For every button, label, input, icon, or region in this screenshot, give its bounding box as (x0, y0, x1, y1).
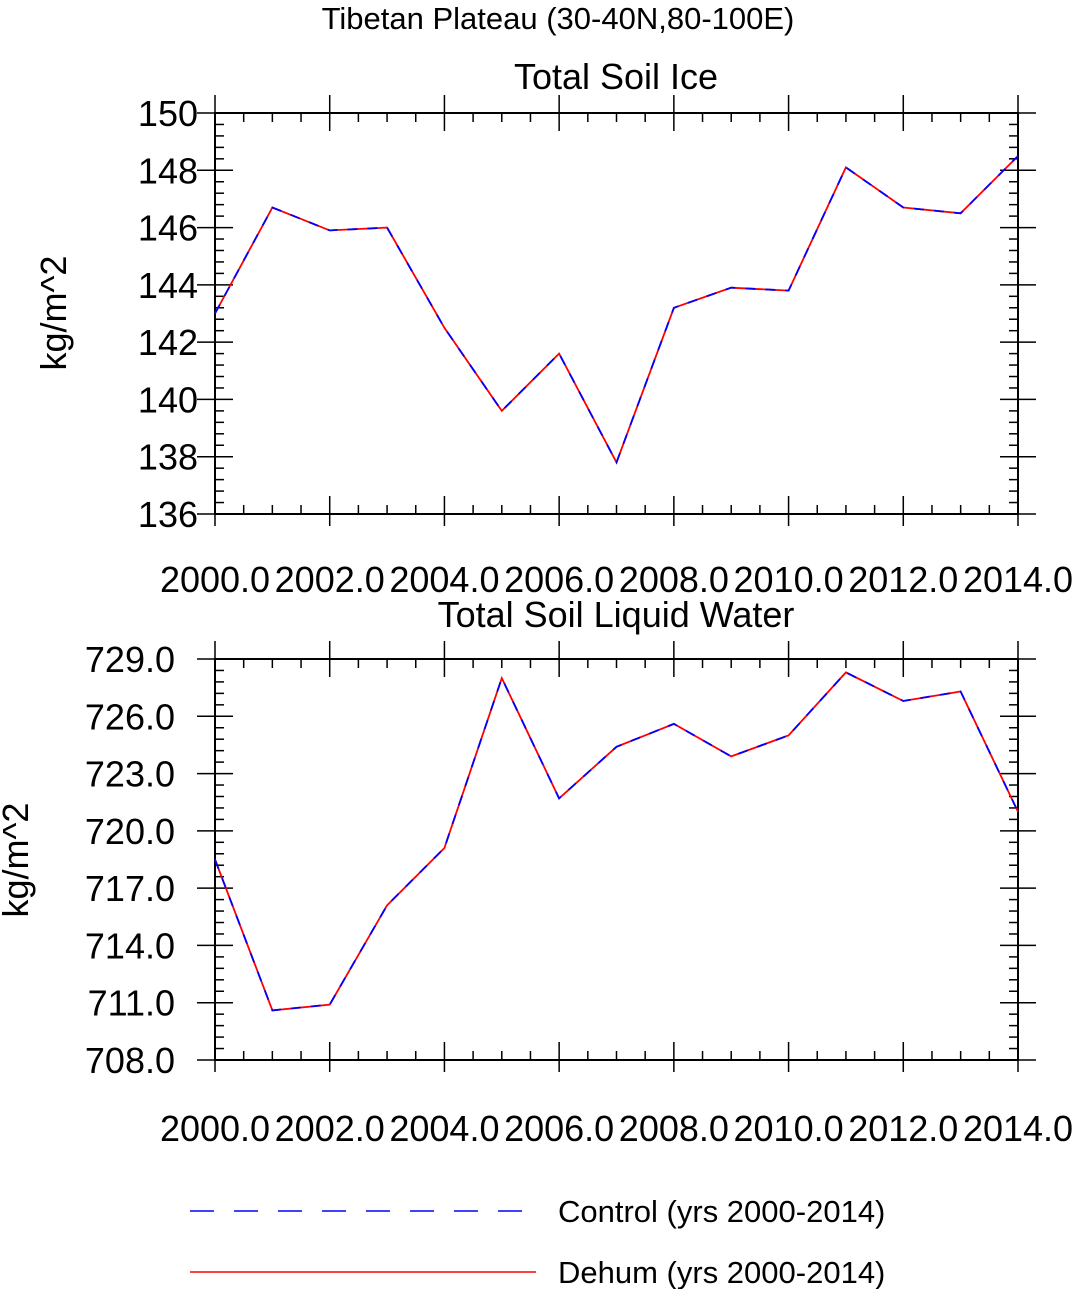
panel-title: Total Soil Ice (514, 56, 718, 97)
x-tick-label: 2006.0 (504, 559, 614, 600)
legend-label-dehum: Dehum (yrs 2000-2014) (558, 1255, 885, 1289)
series-line-dehum (214, 671, 1019, 1012)
y-tick-label: 729.0 (85, 639, 175, 680)
x-tick-label: 2004.0 (389, 1108, 499, 1149)
y-axis-label: kg/m^2 (0, 803, 36, 918)
x-tick-label: 2008.0 (619, 1108, 729, 1149)
x-tick-label: 2008.0 (619, 559, 729, 600)
x-tick-label: 2000.0 (160, 559, 270, 600)
plot-frame (214, 658, 1019, 1061)
x-tick-label: 2002.0 (275, 559, 385, 600)
y-tick-label: 150 (138, 93, 198, 134)
legend-label-control: Control (yrs 2000-2014) (558, 1194, 885, 1229)
y-tick-label: 711.0 (88, 983, 175, 1024)
y-tick-label: 148 (138, 150, 198, 191)
y-axis-label: kg/m^2 (33, 256, 74, 371)
y-tick-label: 142 (138, 322, 198, 363)
x-tick-label: 2012.0 (848, 1108, 958, 1149)
y-tick-label: 138 (138, 437, 198, 478)
figure-title: Tibetan Plateau (30-40N,80-100E) (322, 1, 795, 36)
legend: Control (yrs 2000-2014) Dehum (yrs 2000-… (190, 1194, 885, 1290)
series-line-control (214, 155, 1019, 465)
y-tick-label: 140 (138, 379, 198, 420)
y-tick-label: 714.0 (85, 925, 175, 966)
y-tick-label: 726.0 (85, 696, 175, 737)
y-tick-label: 136 (138, 494, 198, 535)
series-line-dehum (214, 155, 1019, 465)
y-tick-label: 146 (138, 208, 198, 249)
x-tick-label: 2012.0 (848, 559, 958, 600)
series-line-control (214, 671, 1019, 1012)
x-tick-label: 2014.0 (963, 559, 1073, 600)
panel-title: Total Soil Liquid Water (438, 594, 795, 635)
plot-frame (214, 112, 1019, 515)
y-tick-label: 717.0 (85, 868, 175, 909)
panel-total-soil-liquid-water: Total Soil Liquid Water kg/m^2 2000.0 200… (0, 594, 1073, 1149)
y-tick-label: 720.0 (85, 811, 175, 852)
x-tick-label: 2002.0 (275, 1108, 385, 1149)
x-tick-label: 2010.0 (734, 559, 844, 600)
x-tick-label: 2006.0 (504, 1108, 614, 1149)
x-tick-label: 2010.0 (734, 1108, 844, 1149)
y-tick-label: 144 (138, 265, 198, 306)
x-tick-label: 2014.0 (963, 1108, 1073, 1149)
x-tick-label: 2004.0 (389, 559, 499, 600)
x-tick-label: 2000.0 (160, 1108, 270, 1149)
y-tick-label: 708.0 (85, 1040, 175, 1081)
panel-total-soil-ice: Total Soil Ice kg/m^2 2000.0 2002.0 2004.0… (33, 56, 1073, 600)
y-tick-label: 723.0 (85, 754, 175, 795)
